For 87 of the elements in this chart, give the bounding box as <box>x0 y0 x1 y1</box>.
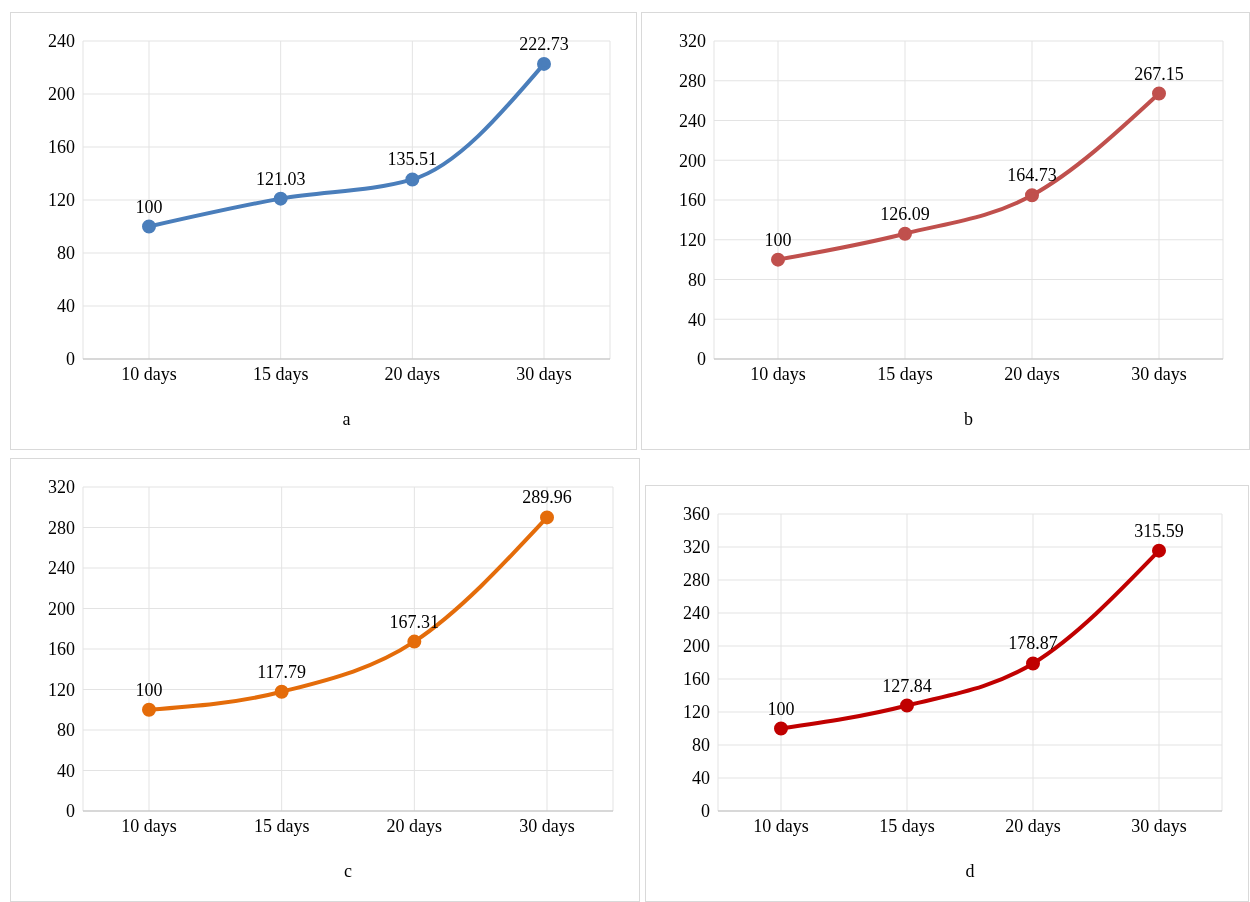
y-tick-label: 160 <box>683 669 710 690</box>
point <box>1026 656 1040 671</box>
x-tick-label: 10 days <box>753 815 809 836</box>
y-tick-label: 120 <box>679 230 706 251</box>
y-tick-label: 240 <box>679 110 706 131</box>
data-label: 135.51 <box>387 149 438 170</box>
x-tick-label: 10 days <box>121 363 177 384</box>
y-tick-label: 280 <box>683 570 710 591</box>
point <box>900 698 914 713</box>
data-label: 100 <box>135 679 163 700</box>
y-tick-label: 0 <box>66 801 75 822</box>
y-tick-label: 160 <box>48 639 75 660</box>
y-tick-label: 280 <box>679 71 706 92</box>
x-tick-label: 20 days <box>386 815 443 836</box>
x-tick-label: 15 days <box>879 815 935 836</box>
x-axis-title: d <box>965 861 975 881</box>
y-tick-label: 40 <box>57 296 75 317</box>
data-label: 121.03 <box>255 168 306 189</box>
data-label: 127.84 <box>882 675 932 696</box>
point <box>273 191 288 206</box>
y-tick-label: 160 <box>48 137 75 158</box>
point <box>407 634 422 649</box>
y-tick-label: 200 <box>683 636 710 657</box>
y-tick-label: 360 <box>683 504 710 525</box>
y-tick-label: 120 <box>48 190 75 211</box>
point <box>142 702 156 717</box>
y-tick-label: 120 <box>683 702 710 723</box>
y-tick-label: 280 <box>48 517 75 538</box>
point <box>405 172 420 187</box>
y-tick-label: 0 <box>697 349 706 370</box>
y-tick-label: 200 <box>48 84 75 105</box>
y-tick-label: 40 <box>692 768 710 789</box>
point <box>540 510 554 525</box>
data-label: 167.31 <box>389 611 440 632</box>
x-tick-label: 15 days <box>253 815 310 836</box>
y-tick-label: 120 <box>48 679 75 700</box>
y-tick-label: 80 <box>688 269 706 290</box>
point <box>274 684 289 699</box>
data-label: 178.87 <box>1008 633 1058 654</box>
data-label: 315.59 <box>1134 520 1184 541</box>
point <box>537 56 551 71</box>
y-tick-label: 320 <box>48 477 75 498</box>
y-tick-label: 160 <box>679 190 706 211</box>
y-tick-label: 200 <box>48 598 75 619</box>
data-label: 117.79 <box>257 661 307 682</box>
data-label: 100 <box>764 229 792 250</box>
data-label: 222.73 <box>519 33 569 54</box>
y-tick-label: 240 <box>48 558 75 579</box>
y-tick-label: 0 <box>66 349 75 370</box>
x-tick-label: 30 days <box>1131 815 1187 836</box>
point <box>142 219 156 234</box>
x-axis-title: b <box>964 409 973 429</box>
y-tick-label: 240 <box>683 603 710 624</box>
y-tick-label: 40 <box>57 760 75 781</box>
y-tick-label: 240 <box>48 31 75 52</box>
x-tick-label: 20 days <box>384 363 441 384</box>
x-axis-title: c <box>344 861 352 881</box>
point <box>1025 188 1039 203</box>
y-tick-label: 40 <box>688 309 706 330</box>
point <box>771 252 785 267</box>
x-tick-label: 30 days <box>516 363 572 384</box>
x-tick-label: 20 days <box>1005 815 1061 836</box>
y-tick-label: 320 <box>679 31 706 52</box>
y-tick-label: 80 <box>57 720 75 741</box>
y-tick-label: 80 <box>692 735 710 756</box>
point <box>1152 86 1166 101</box>
data-label: 164.73 <box>1007 165 1057 186</box>
y-tick-label: 0 <box>701 801 710 822</box>
data-label: 267.15 <box>1134 63 1184 84</box>
data-label: 100 <box>135 196 163 217</box>
data-label: 126.09 <box>880 203 930 224</box>
point <box>1152 543 1166 558</box>
x-tick-label: 10 days <box>121 815 177 836</box>
x-tick-label: 20 days <box>1004 363 1060 384</box>
x-tick-label: 15 days <box>877 363 933 384</box>
x-tick-label: 15 days <box>252 363 309 384</box>
data-label: 100 <box>767 698 795 719</box>
x-tick-label: 30 days <box>519 815 575 836</box>
point <box>774 721 788 736</box>
y-tick-label: 200 <box>679 150 706 171</box>
y-tick-label: 320 <box>683 537 710 558</box>
x-axis-title: a <box>342 409 351 429</box>
data-label: 289.96 <box>522 487 572 508</box>
y-tick-label: 80 <box>57 243 75 264</box>
x-tick-label: 10 days <box>750 363 806 384</box>
point <box>898 226 912 241</box>
x-tick-label: 30 days <box>1131 363 1187 384</box>
